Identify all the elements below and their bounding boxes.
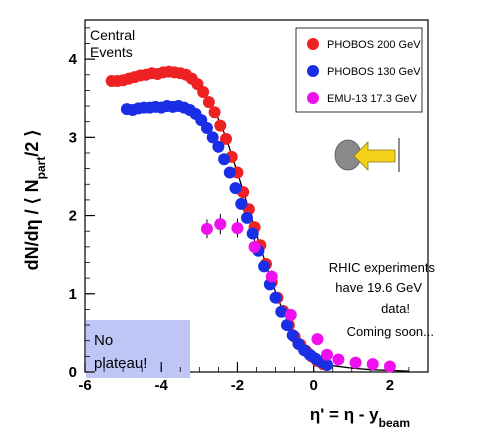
beam-arrow-shape xyxy=(353,141,396,171)
legend-label-130: PHOBOS 130 GeV xyxy=(327,66,421,78)
data-point-series-2 xyxy=(258,260,271,273)
rhic-note-line-4: Coming soon... xyxy=(347,324,434,339)
x-tick-label: -2 xyxy=(231,377,244,394)
data-point-series-2 xyxy=(200,121,213,134)
data-point-series-2 xyxy=(240,211,253,224)
data-point-series-3 xyxy=(321,348,334,361)
y-tick-label: 1 xyxy=(69,286,77,303)
data-point-series-2 xyxy=(321,358,334,371)
data-point-series-1 xyxy=(197,85,210,98)
data-point-series-3 xyxy=(231,222,244,235)
data-point-series-2 xyxy=(223,166,236,179)
data-point-series-1 xyxy=(214,119,227,132)
data-point-series-2 xyxy=(275,305,288,318)
y-tick-label: 0 xyxy=(69,364,77,381)
y-axis-title: dN/dη / ⟨ Npart/2 ⟩ xyxy=(22,130,48,271)
data-points-layer xyxy=(105,65,396,373)
data-point-series-2 xyxy=(206,131,219,144)
x-tick-label: 0 xyxy=(309,377,317,394)
data-point-series-3 xyxy=(349,356,362,369)
x-tick-label: 2 xyxy=(386,377,394,394)
x-axis-title: η' = η - ybeam xyxy=(310,405,410,430)
data-point-series-2 xyxy=(269,291,282,304)
legend-label-emu: EMU-13 17.3 GeV xyxy=(327,93,418,105)
data-point-series-2 xyxy=(218,153,231,166)
data-point-series-3 xyxy=(248,240,261,253)
data-point-series-1 xyxy=(208,106,221,119)
data-point-series-2 xyxy=(286,329,299,342)
data-point-series-2 xyxy=(212,140,225,153)
data-point-series-2 xyxy=(246,227,259,240)
data-point-series-2 xyxy=(229,182,242,195)
data-point-series-3 xyxy=(383,360,396,373)
no-plateau-line-1: No xyxy=(94,332,113,349)
y-tick-label: 4 xyxy=(69,51,78,68)
x-tick-label: -4 xyxy=(155,377,169,394)
data-point-series-3 xyxy=(311,333,324,346)
rhic-note-line-3: data! xyxy=(381,301,410,316)
rhic-note-line-2: have 19.6 GeV xyxy=(335,280,422,295)
no-plateau-line-2: plateau! xyxy=(94,355,147,372)
data-point-series-3 xyxy=(200,222,213,235)
collision-icon xyxy=(334,138,400,172)
data-point-series-3 xyxy=(332,353,345,366)
rhic-note-line-1: RHIC experiments xyxy=(329,260,436,275)
corner-label-line-2: Events xyxy=(90,44,133,60)
data-point-series-3 xyxy=(265,270,278,283)
data-point-series-2 xyxy=(235,197,248,210)
data-point-series-1 xyxy=(220,132,233,145)
legend-marker-emu xyxy=(307,92,319,104)
no-plateau-box xyxy=(86,320,190,378)
legend-marker-200 xyxy=(307,38,319,50)
data-point-series-1 xyxy=(202,96,215,109)
data-point-series-2 xyxy=(280,319,293,332)
y-tick-label: 2 xyxy=(69,208,77,225)
legend-marker-130 xyxy=(307,65,319,77)
corner-label-line-1: Central xyxy=(90,27,135,43)
legend-label-200: PHOBOS 200 GeV xyxy=(327,39,421,51)
y-tick-label: 3 xyxy=(69,129,77,146)
data-point-series-3 xyxy=(214,218,227,231)
data-point-series-3 xyxy=(284,308,297,321)
data-point-series-3 xyxy=(366,358,379,371)
y-axis-label: dN/dη / ⟨ Npart/2 ⟩ xyxy=(22,130,48,271)
x-tick-label: -6 xyxy=(78,377,91,394)
